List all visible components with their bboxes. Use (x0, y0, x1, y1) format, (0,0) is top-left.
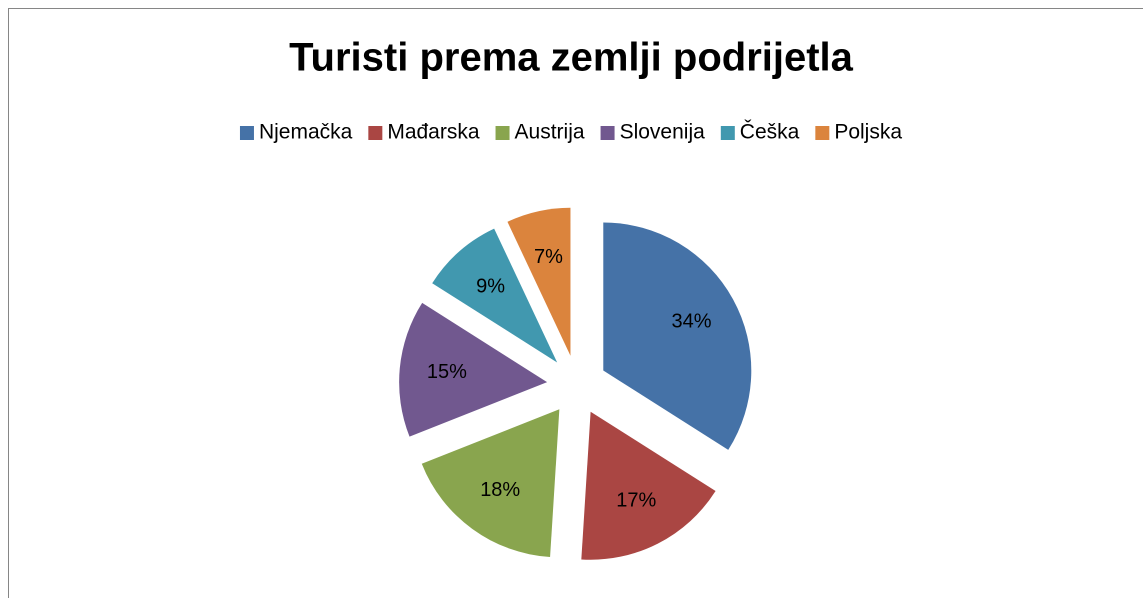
data-label: 9% (476, 275, 505, 297)
legend-label: Češka (740, 121, 800, 144)
pie-slice (432, 228, 558, 363)
pie-slice (507, 207, 571, 356)
chart-border (8, 8, 1143, 598)
legend-label: Poljska (834, 121, 902, 144)
legend-swatch (368, 126, 383, 140)
pie-slice (399, 302, 548, 437)
legend-swatch (239, 126, 254, 140)
legend-label: Slovenija (620, 121, 706, 144)
legend-swatch (495, 126, 510, 140)
legend-label: Mađarska (387, 121, 480, 144)
legend-label: Austrija (515, 121, 585, 144)
pie-slice (421, 409, 560, 557)
data-label: 18% (480, 479, 520, 501)
chart-title: Turisti prema zemlji podrijetla (289, 36, 854, 80)
legend-swatch (600, 126, 615, 140)
pie-slice (581, 411, 716, 560)
legend-swatch (720, 126, 735, 140)
data-label: 7% (534, 246, 563, 268)
data-label: 17% (616, 490, 656, 512)
legend-swatch (815, 126, 830, 140)
pie-slice (603, 222, 752, 450)
data-label: 34% (671, 310, 711, 332)
legend-label: Njemačka (259, 121, 353, 144)
data-label: 15% (427, 361, 467, 383)
